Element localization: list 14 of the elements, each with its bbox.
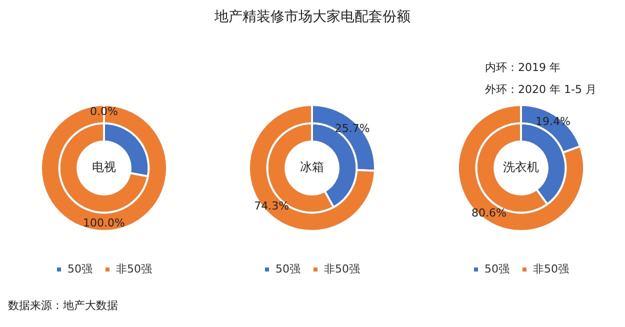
source-note: 数据来源：地产大数据 (8, 298, 118, 313)
text: 电视 (92, 160, 116, 174)
text: 冰箱 (300, 160, 324, 174)
text: 外环：2020 年 1-5 月 (485, 82, 596, 97)
legend-label: 非50强 (324, 262, 360, 276)
chart-title: 地产精装修市场大家电配套份额 (214, 8, 412, 26)
legend-label: 50强 (68, 262, 93, 276)
legend-label: 50强 (276, 262, 301, 276)
legend-label: 非50强 (116, 262, 152, 276)
data-label: 100.0% (83, 216, 125, 230)
text: 洗衣机 (503, 160, 539, 174)
legend-label: 50强 (484, 262, 510, 276)
legend-label: 非50强 (533, 262, 569, 276)
text: 内环：2019 年 (485, 60, 560, 75)
